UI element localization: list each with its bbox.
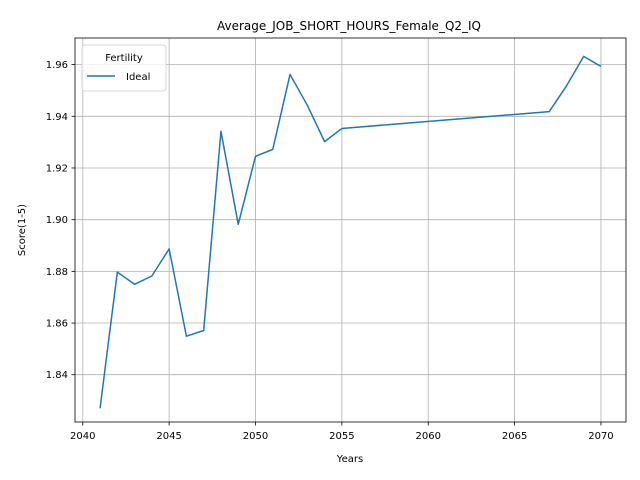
legend: Fertility Ideal bbox=[81, 44, 167, 92]
legend-box bbox=[81, 44, 167, 92]
x-axis-label: Years bbox=[336, 454, 363, 465]
grid bbox=[75, 38, 626, 422]
y-tick-label: 1.96 bbox=[46, 60, 68, 71]
y-tick-label: 1.86 bbox=[46, 319, 68, 330]
legend-title: Fertility bbox=[105, 53, 143, 64]
y-tick-label: 1.88 bbox=[46, 267, 68, 278]
legend-label-ideal: Ideal bbox=[126, 72, 150, 83]
y-tick-label: 1.94 bbox=[46, 112, 68, 123]
series-layer bbox=[99, 55, 602, 409]
x-tick-label: 2040 bbox=[70, 431, 95, 442]
x-tick-label: 2060 bbox=[416, 431, 441, 442]
y-axis-label: Score(1-5) bbox=[17, 204, 28, 256]
x-tick-label: 2065 bbox=[502, 431, 527, 442]
plot-area-frame bbox=[74, 37, 627, 423]
y-tick-label: 1.92 bbox=[46, 163, 68, 174]
x-tick-label: 2045 bbox=[156, 431, 181, 442]
y-tick-label: 1.84 bbox=[46, 370, 68, 381]
x-tick-label: 2050 bbox=[243, 431, 268, 442]
y-tick-label: 1.90 bbox=[46, 215, 68, 226]
x-tick-label: 2055 bbox=[329, 431, 354, 442]
x-tick-label: 2070 bbox=[588, 431, 613, 442]
series-line-ideal bbox=[99, 55, 602, 409]
chart-title: Average_JOB_SHORT_HOURS_Female_Q2_IQ bbox=[217, 19, 481, 33]
ticks: 2040 2045 2050 2055 2060 2065 2070 1.84 1.86 1.88… bbox=[46, 60, 614, 442]
